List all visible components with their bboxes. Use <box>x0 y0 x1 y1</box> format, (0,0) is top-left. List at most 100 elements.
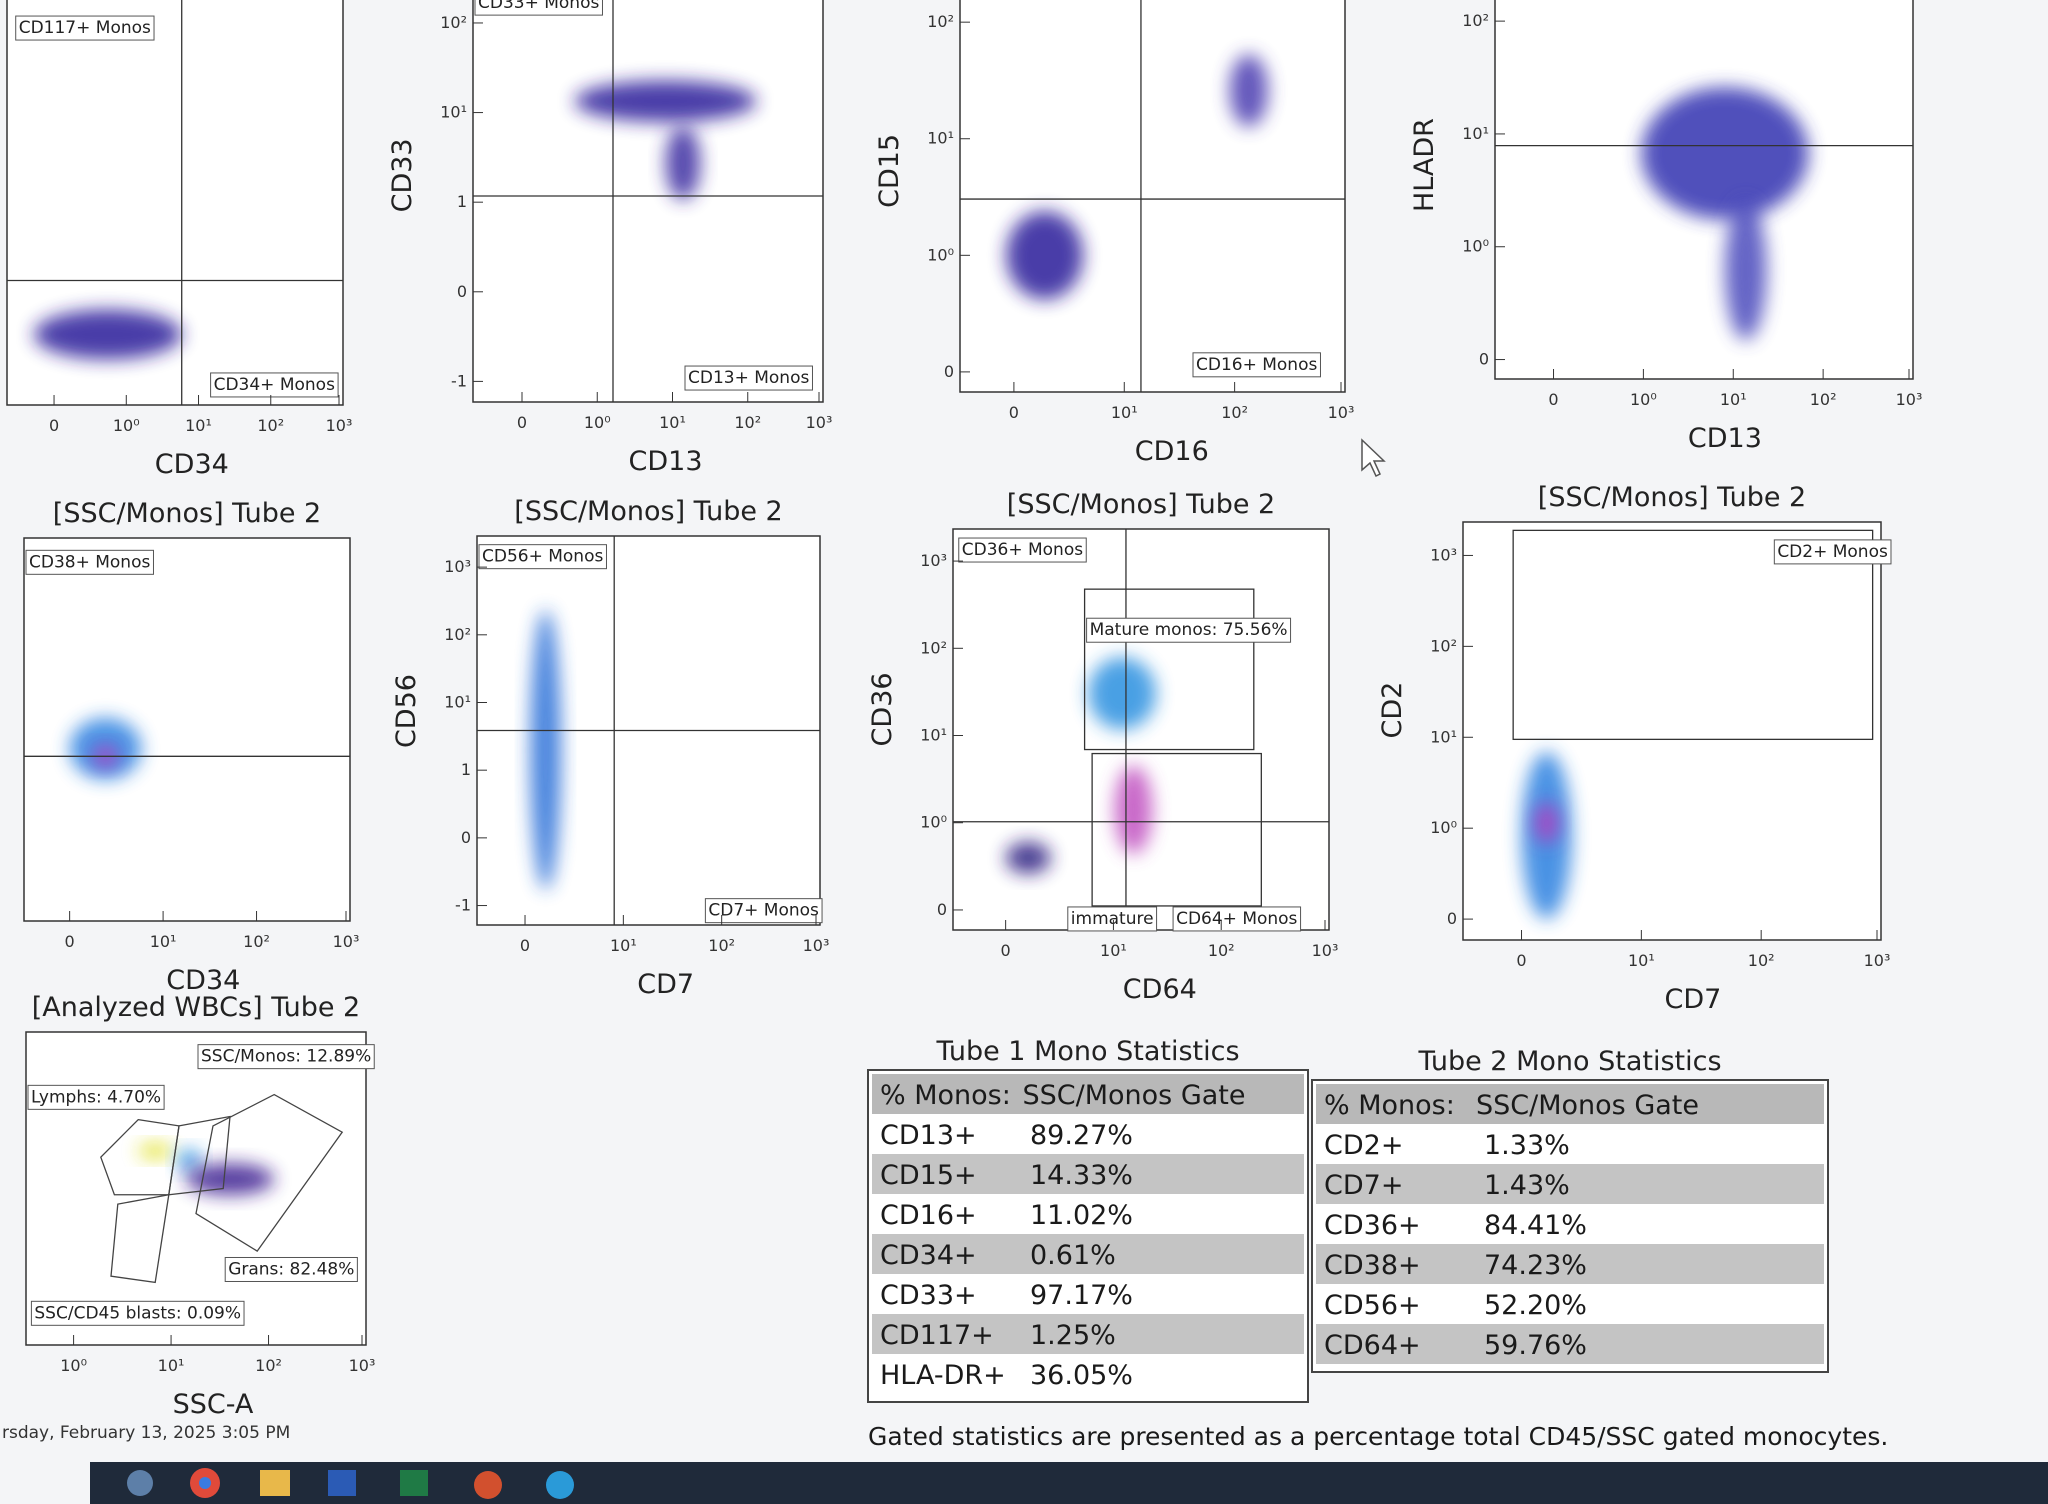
gate-label-box <box>1086 617 1292 643</box>
taskbar <box>90 1462 2048 1504</box>
gate-label: CD117+ Monos <box>19 18 151 38</box>
gate-label-box <box>474 0 603 16</box>
table-header-row <box>1316 1084 1824 1124</box>
x-tick-label: 10¹ <box>185 416 212 435</box>
table-row-shade <box>872 1234 1304 1274</box>
taskbar-icon <box>199 1477 211 1489</box>
taskbar-icon[interactable] <box>260 1470 290 1496</box>
x-tick-label: 10³ <box>1896 390 1923 409</box>
x-tick-label: 10² <box>1208 941 1235 960</box>
table-row-shade <box>1316 1244 1824 1284</box>
table-cell: 84.41% <box>1484 1210 1587 1241</box>
table-cell: CD64+ <box>1324 1330 1421 1361</box>
y-axis-label: CD2 <box>1377 682 1408 739</box>
table-cell: 89.27% <box>1030 1120 1133 1151</box>
gate-label-box <box>478 544 607 570</box>
gate-box <box>1091 752 1262 907</box>
taskbar-icon[interactable] <box>400 1470 428 1496</box>
event-cloud <box>665 125 701 201</box>
event-cloud <box>1229 54 1268 127</box>
x-tick-label: 10¹ <box>1720 390 1747 409</box>
footnote: Gated statistics are presented as a perc… <box>868 1422 1888 1451</box>
gate-label-box <box>958 537 1087 563</box>
table-frame <box>1311 1079 1829 1373</box>
y-tick-label: 10⁰ <box>927 245 954 264</box>
table-cell: 1.25% <box>1030 1320 1116 1351</box>
gate-polygon <box>110 1193 170 1284</box>
table-cell: CD36+ <box>1324 1210 1421 1241</box>
x-tick-label: 0 <box>1548 390 1558 409</box>
table-cell: 14.33% <box>1030 1160 1133 1191</box>
table-header-row <box>872 1074 1304 1114</box>
y-tick-label: 10¹ <box>1462 124 1489 143</box>
gate-label-box <box>27 1084 165 1110</box>
gate-label-box <box>224 1256 358 1282</box>
gate-label: CD16+ Monos <box>1196 355 1317 375</box>
y-tick-label: 10¹ <box>1430 727 1457 746</box>
table-cell: 1.43% <box>1484 1170 1570 1201</box>
y-tick-label: 0 <box>457 282 467 301</box>
table-title: Tube 2 Mono Statistics <box>1417 1046 1721 1077</box>
x-tick-label: 0 <box>65 932 75 951</box>
x-axis-label: CD13 <box>1688 423 1762 454</box>
event-cloud <box>185 1163 275 1195</box>
gate-label: CD33+ Monos <box>478 0 599 13</box>
x-tick-label: 10¹ <box>1111 403 1138 422</box>
x-axis-label: CD16 <box>1135 436 1209 467</box>
gate-label-box <box>704 898 823 924</box>
table-header-cell: SSC/Monos Gate <box>1023 1080 1246 1111</box>
x-tick-label: 10² <box>257 416 284 435</box>
x-tick-label: 0 <box>49 416 59 435</box>
gate-label-box <box>1172 906 1302 932</box>
y-tick-label: 0 <box>937 900 947 919</box>
taskbar-icon[interactable] <box>546 1471 574 1499</box>
event-cloud <box>1006 211 1084 300</box>
event-cloud <box>1724 200 1767 341</box>
gate-label: SSC/Monos: 12.89% <box>201 1047 371 1067</box>
x-tick-label: 10² <box>1221 403 1248 422</box>
table-cell: CD38+ <box>1324 1250 1421 1281</box>
y-tick-label: 10⁰ <box>920 813 947 832</box>
x-axis-label: CD7 <box>1664 984 1721 1015</box>
x-axis-label: CD34 <box>155 449 229 480</box>
y-axis-label: CD33 <box>387 138 418 212</box>
x-tick-label: 10² <box>1748 951 1775 970</box>
event-cloud <box>1534 802 1560 844</box>
x-axis-label: CD64 <box>1123 974 1197 1005</box>
y-tick-label: 0 <box>1479 350 1489 369</box>
plot-title: [SSC/Monos] Tube 2 <box>514 496 782 527</box>
gate-label: CD64+ Monos <box>1176 909 1297 929</box>
gate-label-box <box>25 549 154 575</box>
taskbar-icon[interactable] <box>328 1470 356 1496</box>
gate-label: Lymphs: 4.70% <box>31 1087 161 1107</box>
x-tick-label: 10⁰ <box>1630 390 1657 409</box>
y-tick-label: 10² <box>1430 636 1457 655</box>
y-tick-label: 10² <box>444 625 471 644</box>
taskbar-icon[interactable] <box>127 1470 153 1496</box>
x-axis-label: SSC-A <box>173 1389 254 1420</box>
table-cell: 52.20% <box>1484 1290 1587 1321</box>
y-tick-label: -1 <box>451 371 467 390</box>
table-cell: 1.33% <box>1484 1130 1570 1161</box>
y-tick-label: 10⁰ <box>1462 237 1489 256</box>
event-cloud <box>1641 87 1809 220</box>
x-tick-label: 10¹ <box>150 932 177 951</box>
y-tick-label: 10¹ <box>444 692 471 711</box>
table-header-cell: SSC/Monos Gate <box>1476 1090 1699 1121</box>
y-tick-label: 0 <box>1447 909 1457 928</box>
plot-title: [SSC/Monos] Tube 2 <box>1007 489 1275 520</box>
timestamp: rsday, February 13, 2025 3:05 PM <box>2 1423 290 1443</box>
x-tick-label: 10⁰ <box>60 1356 87 1375</box>
x-tick-label: 10⁰ <box>584 413 611 432</box>
event-cloud <box>1088 657 1157 730</box>
taskbar-icon[interactable] <box>474 1471 502 1499</box>
table-cell: CD56+ <box>1324 1290 1421 1321</box>
gate-box <box>1083 588 1255 751</box>
x-tick-label: 10³ <box>806 413 833 432</box>
x-axis-label: CD34 <box>166 965 240 996</box>
x-tick-label: 10² <box>734 413 761 432</box>
plot-title: [SSC/Monos] Tube 2 <box>1538 482 1806 513</box>
gate-label-box <box>30 1300 245 1326</box>
gate-label-box <box>210 372 339 398</box>
